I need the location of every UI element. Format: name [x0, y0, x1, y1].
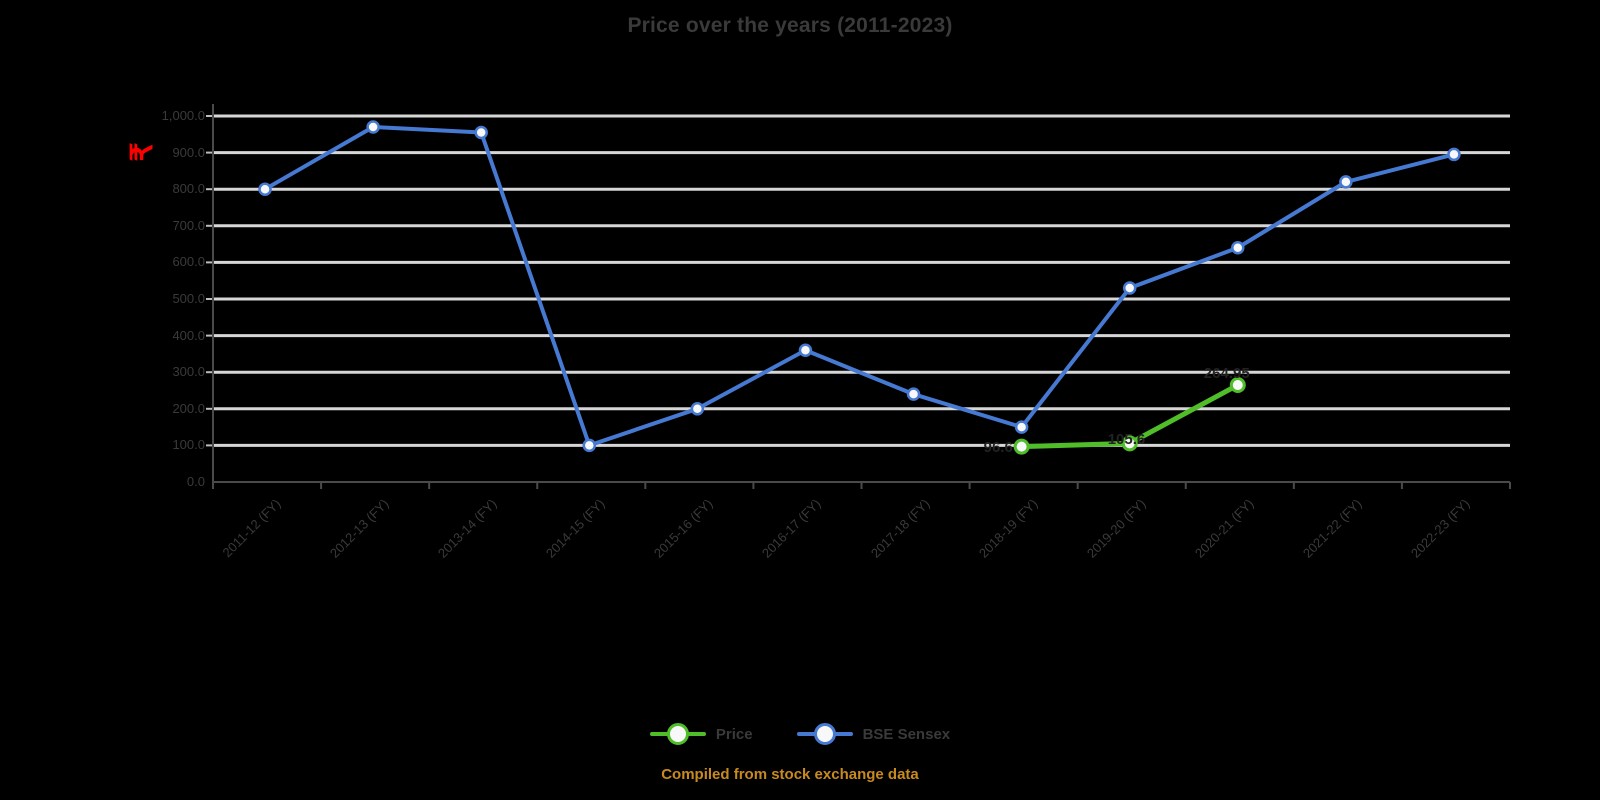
- blue-series-marker: [474, 125, 488, 140]
- legend-label-sensex: BSE Sensex: [862, 725, 951, 743]
- y-tick-label: 800.0: [172, 181, 205, 197]
- blue-series-line: [263, 124, 1456, 448]
- blue-series-marker: [690, 402, 705, 416]
- y-tick-label: 0.0: [186, 474, 205, 489]
- blue-series-marker: [906, 387, 921, 401]
- y-tick-label: 500.0: [172, 291, 205, 306]
- y-tick-label: 600.0: [172, 254, 205, 270]
- blue-series-marker: [1122, 281, 1137, 295]
- blue-series-marker: [366, 120, 380, 134]
- blue-series-marker: [1014, 420, 1029, 434]
- blue-series-marker: [1339, 175, 1353, 189]
- blue-series-marker: [1231, 241, 1245, 255]
- y-tick-label: 700.0: [172, 217, 205, 233]
- y-tick-label: 400.0: [172, 327, 205, 343]
- y-tick-label: 200.0: [172, 400, 205, 416]
- chart-title: Price over the years (2011-2023): [627, 14, 953, 37]
- green-series-marker: [1121, 435, 1138, 452]
- legend-item-sensex[interactable]: BSE Sensex: [796, 722, 951, 746]
- y-tick-label: 100.0: [172, 437, 205, 453]
- data-label: 105.6: [1107, 431, 1146, 449]
- legend-marker-green: [649, 722, 706, 746]
- legend: Price BSE Sensex: [400, 712, 1200, 756]
- blue-series-marker: [258, 182, 272, 196]
- legend-item-price[interactable]: Price: [649, 722, 753, 746]
- data-label: 264.95: [1203, 365, 1250, 383]
- blue-series-marker: [1447, 147, 1461, 162]
- y-tick-label: 300.0: [172, 364, 205, 380]
- source-caption: Compiled from stock exchange data: [661, 766, 919, 783]
- green-series-marker: [1013, 438, 1030, 455]
- y-tick-label: 1,000.0: [161, 108, 205, 123]
- data-label: 96.6: [983, 438, 1013, 456]
- blue-series-marker: [582, 438, 597, 453]
- y-tick-label: 900.0: [172, 144, 205, 160]
- blue-series-marker: [798, 343, 813, 357]
- legend-label-price: Price: [715, 725, 753, 743]
- green-series-marker: [1229, 377, 1246, 394]
- legend-marker-blue: [796, 722, 853, 746]
